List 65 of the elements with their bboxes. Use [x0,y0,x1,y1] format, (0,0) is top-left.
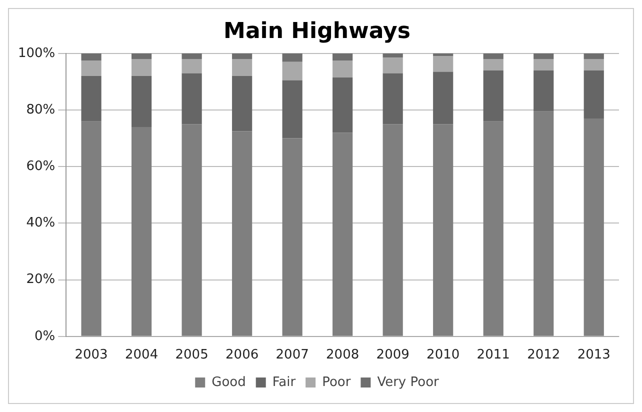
bar [232,131,252,336]
bar [534,53,554,60]
x-tick-label: 2005 [175,348,208,363]
x-tick-label: 2006 [226,348,259,363]
x-tick-label: 2008 [326,348,360,363]
bar [382,53,403,58]
legend-label: Good [212,374,246,390]
bar [282,53,302,62]
x-tick-label: 2011 [476,348,510,363]
bar [332,53,353,60]
bar [483,53,504,60]
y-tick-label: 20% [26,272,56,288]
bar [332,132,353,336]
legend-label: Fair [272,374,296,390]
bar [483,70,504,122]
bar [81,76,102,122]
bar [81,53,102,60]
bar [282,138,302,336]
bar [132,76,152,127]
bar [81,60,102,76]
bar [483,121,504,336]
bar [483,59,504,70]
x-tick-label: 2007 [276,348,309,363]
legend-label: Poor [322,374,352,390]
bar [584,118,604,336]
bar [433,56,454,72]
bar [232,76,252,132]
y-tick-label: 0% [34,328,56,344]
bar [534,59,554,70]
bar [232,59,252,76]
bar [382,73,403,124]
bar [584,59,604,70]
bar [132,59,152,76]
x-tick-label: 2004 [125,348,158,363]
x-tick-label: 2013 [577,348,610,363]
bar [332,77,353,133]
bar [182,124,202,336]
bar [132,126,152,336]
bar [433,124,454,336]
bar [534,70,554,112]
y-tick-label: 80% [26,102,56,118]
bar [584,53,604,60]
x-tick-label: 2003 [74,348,108,363]
bar [182,73,202,124]
bar [81,121,102,336]
bar [332,60,353,78]
y-tick-label: 100% [18,46,56,61]
x-tick-label: 2010 [426,348,460,363]
bar [182,53,202,60]
bar [584,70,604,118]
bar [282,62,302,80]
bar [382,58,403,74]
x-tick-label: 2012 [527,348,560,363]
chart-title: Main Highways [224,18,410,44]
bar [282,80,302,138]
bar [232,53,252,60]
legend-label: Very Poor [377,374,440,390]
bar [433,72,454,124]
y-tick-label: 60% [26,158,56,174]
x-tick-label: 2009 [376,348,410,363]
bar [132,53,152,60]
bar [382,124,403,336]
bar [182,59,202,74]
bar [534,111,554,336]
y-tick-label: 40% [26,216,56,231]
